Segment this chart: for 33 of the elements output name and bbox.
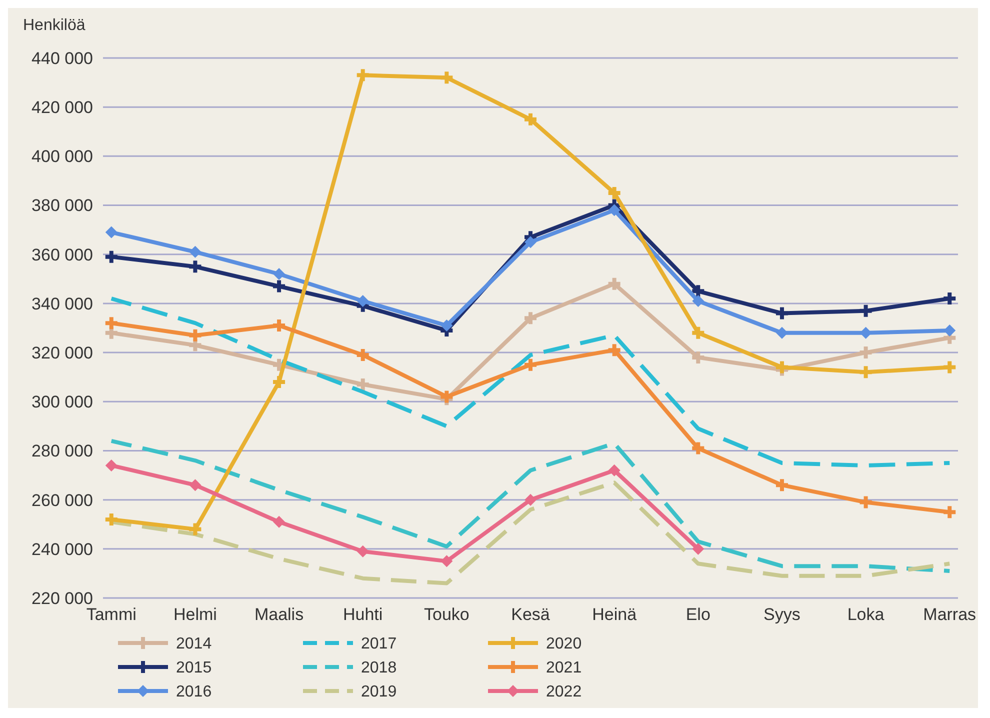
y-tick-label: 320 000: [32, 343, 93, 362]
x-tick-label: Huhti: [343, 605, 383, 624]
legend-label: 2017: [361, 636, 397, 653]
legend-label: 2016: [176, 684, 212, 701]
legend-label: 2015: [176, 660, 212, 677]
x-tick-label: Elo: [686, 605, 710, 624]
y-tick-label: 300 000: [32, 392, 93, 412]
y-axis-title: Henkilöä: [23, 17, 86, 34]
y-tick-label: 440 000: [32, 48, 93, 68]
legend-label: 2019: [361, 684, 397, 701]
y-tick-label: 420 000: [32, 98, 93, 118]
y-tick-label: 260 000: [32, 490, 93, 510]
legend-label: 2022: [546, 684, 582, 701]
legend-label: 2021: [546, 660, 582, 677]
y-tick-label: 240 000: [32, 540, 93, 559]
x-tick-label: Touko: [424, 605, 470, 624]
legend-label: 2018: [361, 660, 397, 677]
y-tick-label: 220 000: [32, 588, 93, 608]
y-tick-label: 380 000: [32, 196, 93, 216]
x-tick-label: Loka: [847, 605, 885, 624]
legend-label: 2020: [546, 636, 582, 653]
x-tick-label: Syys: [764, 605, 800, 624]
x-tick-label: Maalis: [254, 605, 304, 624]
y-tick-label: 360 000: [32, 245, 93, 264]
legend-label: 2014: [176, 636, 212, 653]
x-tick-label: Tammi: [86, 605, 136, 624]
y-tick-label: 400 000: [32, 147, 93, 166]
y-tick-label: 340 000: [32, 294, 93, 314]
x-tick-label: Heinä: [592, 605, 638, 624]
y-tick-label: 280 000: [32, 442, 93, 461]
x-tick-label: Helmi: [173, 605, 217, 624]
x-tick-label: Kesä: [511, 605, 550, 624]
x-tick-label: Marras: [923, 605, 976, 624]
